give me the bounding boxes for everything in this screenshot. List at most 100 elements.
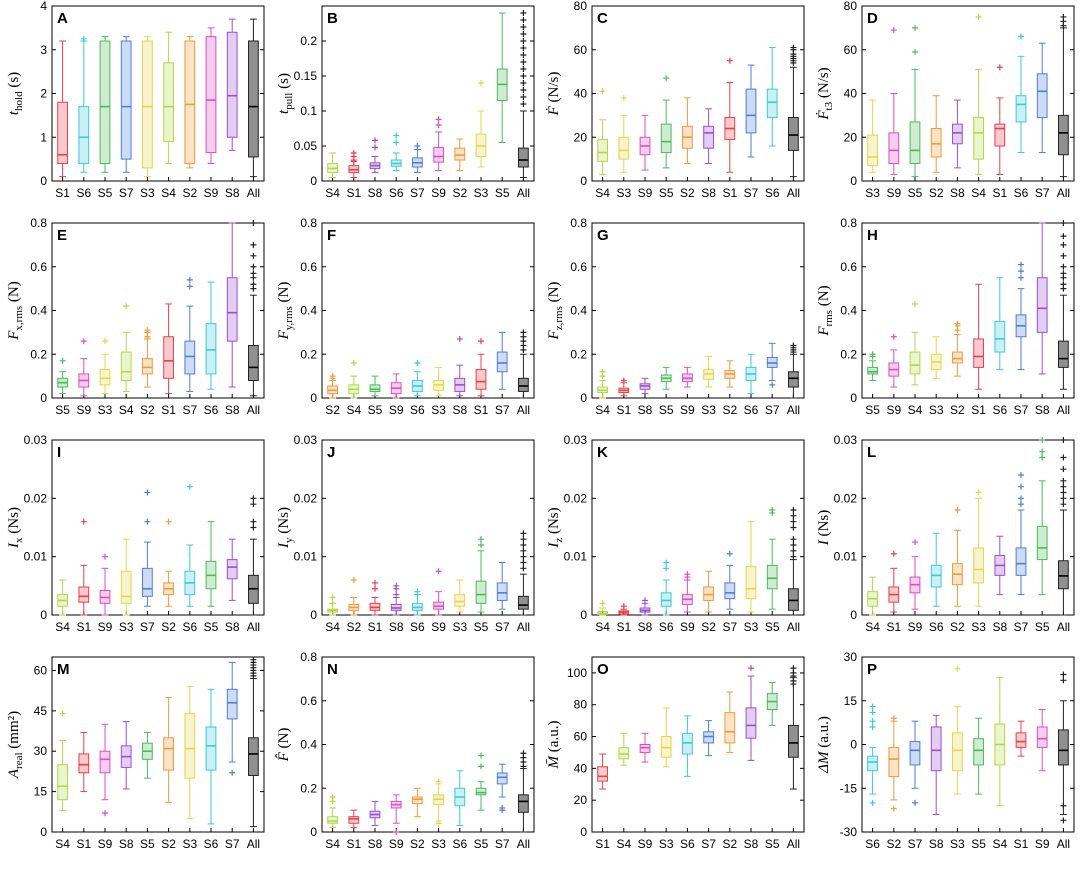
iqr-box bbox=[205, 323, 217, 375]
x-tick-label: S5 bbox=[474, 837, 489, 851]
box-S3: S3 bbox=[701, 355, 716, 417]
x-tick-label: S9 bbox=[886, 403, 901, 417]
iqr-box bbox=[930, 564, 942, 588]
y-axis-label-unit: (N) bbox=[816, 285, 832, 310]
x-tick-label: S5 bbox=[865, 403, 880, 417]
y-axis-label-subscript: hold bbox=[13, 91, 25, 111]
iqr-box bbox=[703, 125, 714, 149]
outlier-marker bbox=[478, 338, 484, 345]
iqr-box bbox=[226, 31, 238, 138]
outlier-marker bbox=[869, 703, 876, 710]
x-tick-label: S4 bbox=[595, 403, 610, 417]
outlier-marker bbox=[186, 276, 193, 283]
outlier-marker bbox=[478, 752, 484, 759]
y-axis-label-symbol: t bbox=[276, 109, 292, 114]
outlier-marker bbox=[393, 132, 400, 139]
x-tick-label: S6 bbox=[204, 837, 219, 851]
x-tick-label: S1 bbox=[76, 837, 91, 851]
box-S6: S6 bbox=[76, 35, 91, 200]
x-tick-label: S7 bbox=[701, 837, 716, 851]
panel-letter: F bbox=[327, 227, 336, 244]
x-tick-label: S2 bbox=[680, 186, 695, 200]
outlier-marker bbox=[435, 122, 442, 128]
y-axis-label-subscript: z bbox=[553, 538, 565, 543]
panel-O: 0 20 40 60 80 100 O M̄ (a.u.) S1 S4 S9 S3 S6 S7 S2 S8 S5… bbox=[546, 656, 805, 851]
y-tick-label: 0.02 bbox=[834, 491, 858, 505]
y-tick-label: -30 bbox=[840, 825, 858, 839]
y-axis-label: Areal (mm²) bbox=[6, 711, 25, 779]
iqr-box bbox=[909, 121, 921, 164]
x-tick-label: S4 bbox=[616, 837, 631, 851]
iqr-box bbox=[888, 132, 900, 164]
x-tick-label: S4 bbox=[595, 620, 610, 634]
outlier-marker bbox=[520, 547, 527, 554]
outlier-marker bbox=[456, 335, 463, 342]
x-tick-label: S5 bbox=[98, 186, 113, 200]
box-S1: S1 bbox=[616, 603, 631, 634]
outlier-marker bbox=[520, 94, 527, 100]
y-axis-label-unit: (Ns) bbox=[276, 507, 292, 537]
x-tick-label: S7 bbox=[744, 186, 759, 200]
panel-letter: P bbox=[867, 661, 877, 678]
x-tick-label: S4 bbox=[55, 837, 70, 851]
x-tick-label: S9 bbox=[908, 620, 923, 634]
y-axis-label-unit: (s) bbox=[276, 73, 292, 93]
box-S9: S9 bbox=[389, 794, 404, 851]
y-axis-label-symbol: t bbox=[6, 110, 22, 115]
box-S6: S6 bbox=[865, 703, 880, 851]
outlier-marker bbox=[912, 24, 918, 31]
outlier-marker bbox=[59, 357, 66, 364]
x-tick-label: S2 bbox=[950, 620, 965, 634]
y-tick-label: 0.05 bbox=[294, 139, 318, 153]
iqr-box bbox=[99, 750, 111, 774]
box-S3: S3 bbox=[929, 336, 944, 417]
y-axis-label-subscript: real bbox=[13, 752, 25, 768]
outlier-marker bbox=[790, 536, 797, 543]
outlier-marker bbox=[329, 794, 336, 800]
y-tick-label: 0.8 bbox=[300, 650, 317, 664]
outlier-marker bbox=[726, 550, 733, 557]
outlier-marker bbox=[1060, 263, 1067, 270]
box-S8: S8 bbox=[638, 377, 653, 417]
panel-letter: C bbox=[597, 10, 608, 27]
x-tick-label: S9 bbox=[389, 837, 404, 851]
outlier-marker bbox=[329, 600, 336, 607]
box-S8: S8 bbox=[929, 714, 944, 851]
iqr-box bbox=[348, 816, 360, 824]
iqr-box bbox=[518, 794, 529, 813]
box-S6: S6 bbox=[389, 132, 404, 200]
iqr-box bbox=[973, 338, 984, 368]
box-S4: S4 bbox=[55, 579, 70, 634]
box-S2: S2 bbox=[680, 97, 695, 200]
iqr-box bbox=[994, 320, 1006, 353]
x-tick-label: S9 bbox=[98, 620, 113, 634]
x-tick-label: S5 bbox=[659, 186, 674, 200]
y-tick-label: 0.01 bbox=[564, 550, 588, 564]
outlier-marker bbox=[663, 75, 670, 82]
x-tick-label: S3 bbox=[140, 186, 155, 200]
outlier-marker bbox=[123, 303, 130, 310]
box-S5: S5 bbox=[1035, 437, 1050, 634]
iqr-box bbox=[909, 351, 921, 375]
y-axis-label-symbol: M̄ bbox=[546, 754, 562, 769]
panel-H: 0 0.2 0.4 0.6 0.8 H Frms (N) S5 S9 S4 S3 S2 S1 S6 S7 S8… bbox=[816, 216, 1075, 417]
iqr-box bbox=[120, 351, 132, 381]
x-tick-label: S3 bbox=[431, 403, 446, 417]
x-tick-label: S2 bbox=[161, 837, 176, 851]
box-S5: S5 bbox=[659, 75, 674, 200]
panel-letter: I bbox=[57, 444, 61, 461]
panel-letter: K bbox=[597, 444, 608, 461]
iqr-box bbox=[745, 707, 757, 739]
box-S9: S9 bbox=[886, 27, 901, 200]
box-All: All bbox=[247, 18, 260, 200]
iqr-box bbox=[454, 594, 466, 607]
x-tick-label: S3 bbox=[98, 403, 113, 417]
outlier-marker bbox=[748, 665, 754, 672]
x-tick-label: All bbox=[517, 403, 530, 417]
box-S4: S4 bbox=[325, 594, 340, 634]
iqr-box bbox=[973, 738, 984, 766]
x-tick-label: S4 bbox=[325, 837, 340, 851]
x-tick-label: S5 bbox=[659, 403, 674, 417]
outlier-marker bbox=[80, 338, 87, 345]
outlier-marker bbox=[684, 571, 691, 578]
